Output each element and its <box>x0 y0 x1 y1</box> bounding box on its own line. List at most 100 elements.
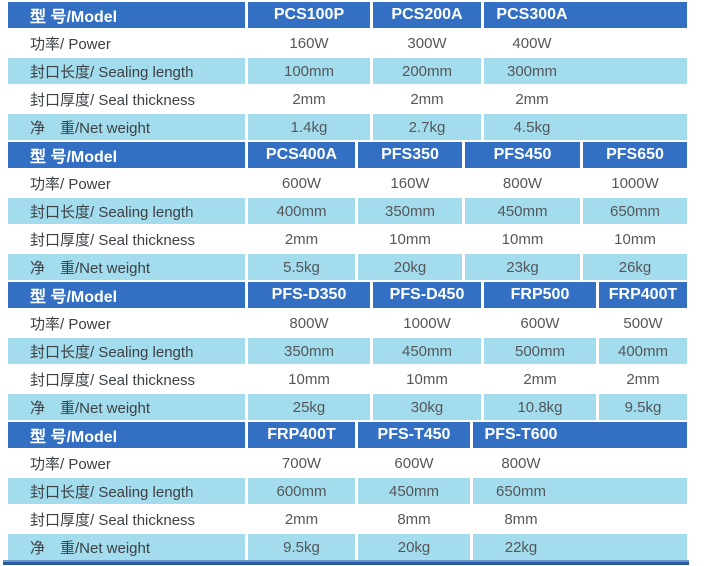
spec-value-cell: 450mm <box>373 338 481 364</box>
spec-label-cell: 封口长度/ Sealing length <box>8 58 245 84</box>
spec-value-cell: 2mm <box>248 226 355 252</box>
spec-value: 23kg <box>506 258 539 276</box>
spec-value-cell: 400mm <box>599 338 687 364</box>
spec-value-cell: 300W <box>373 30 481 56</box>
spec-value: 9.5kg <box>283 538 320 556</box>
spec-label-cell: 封口厚度/ Seal thickness <box>8 366 245 392</box>
spec-value: 450mm <box>497 202 548 220</box>
spec-value-cell: 700W <box>248 450 355 476</box>
table-section: 型 号/Model PCS400A PFS350 PFS450 PFS650 功率/ Po… <box>8 142 687 280</box>
model-name-cell: PFS450 <box>465 142 580 168</box>
spec-value: 600mm <box>276 482 327 500</box>
spec-value: 650mm <box>609 202 661 220</box>
spec-value-cell: 400W <box>484 30 687 56</box>
spec-value: 650mm <box>495 482 547 500</box>
spec-row: 封口厚度/ Seal thickness 2mm 2mm 2mm <box>8 86 687 112</box>
spec-value: 10mm <box>406 370 448 388</box>
model-name-cell: PCS200A <box>373 2 481 28</box>
spec-row: 封口长度/ Sealing length 350mm 450mm 500mm 400mm <box>8 338 687 364</box>
model-name: PFS-T600 <box>484 426 558 443</box>
spec-value: 1000W <box>403 314 451 332</box>
spec-value-cell: 800W <box>465 170 580 196</box>
spec-value: 9.5kg <box>624 398 662 416</box>
spec-value-cell: 10mm <box>465 226 580 252</box>
model-name-cell: PFS-D450 <box>373 282 481 308</box>
model-header-label-cell: 型 号/Model <box>8 422 245 448</box>
spec-label-cell: 净 重/Net weight <box>8 114 245 140</box>
spec-table: 型 号/Model PCS100P PCS200A PCS300A 功率/ Power 1… <box>8 2 687 562</box>
spec-value-cell: 500mm <box>484 338 596 364</box>
spec-value: 2mm <box>515 90 549 108</box>
spec-value-cell: 2.7kg <box>373 114 481 140</box>
model-header-row: 型 号/Model PCS100P PCS200A PCS300A <box>8 2 687 28</box>
spec-label-cell: 功率/ Power <box>8 170 245 196</box>
spec-row: 封口厚度/ Seal thickness 2mm 10mm 10mm 10mm <box>8 226 687 252</box>
spec-label-cell: 封口厚度/ Seal thickness <box>8 506 245 532</box>
spec-value-cell: 350mm <box>358 198 462 224</box>
spec-value: 2mm <box>626 370 660 388</box>
spec-label-cell: 封口长度/ Sealing length <box>8 198 245 224</box>
spec-value: 8mm <box>397 510 431 528</box>
spec-value: 600W <box>281 174 322 192</box>
spec-value-cell: 10mm <box>373 366 481 392</box>
spec-value-cell: 450mm <box>358 478 470 504</box>
spec-value: 10mm <box>614 230 656 248</box>
spec-value-cell: 800W <box>473 450 687 476</box>
spec-label-cell: 封口长度/ Sealing length <box>8 338 245 364</box>
spec-value: 800W <box>501 454 541 472</box>
spec-value-cell: 600W <box>248 170 355 196</box>
spec-label-cell: 封口厚度/ Seal thickness <box>8 86 245 112</box>
spec-label-cell: 功率/ Power <box>8 310 245 336</box>
table-section: 型 号/Model PCS100P PCS200A PCS300A 功率/ Power 1… <box>8 2 687 140</box>
spec-value: 450mm <box>388 482 440 500</box>
spec-value-cell: 10mm <box>248 366 370 392</box>
spec-label-cell: 功率/ Power <box>8 30 245 56</box>
spec-value-cell: 600mm <box>248 478 355 504</box>
spec-value: 300mm <box>506 62 558 80</box>
spec-value: 10mm <box>389 230 431 248</box>
spec-value: 160W <box>289 34 329 52</box>
spec-value-cell: 650mm <box>473 478 687 504</box>
spec-value-cell: 9.5kg <box>248 534 355 560</box>
spec-row: 功率/ Power 700W 600W 800W <box>8 450 687 476</box>
spec-value: 1000W <box>611 174 659 192</box>
spec-row: 净 重/Net weight 1.4kg 2.7kg 4.5kg <box>8 114 687 140</box>
model-name-cell: PCS100P <box>248 2 370 28</box>
spec-value-cell: 2mm <box>248 86 370 112</box>
spec-row: 净 重/Net weight 9.5kg 20kg 22kg <box>8 534 687 560</box>
spec-value: 10mm <box>501 230 544 248</box>
spec-row: 功率/ Power 600W 160W 800W 1000W <box>8 170 687 196</box>
spec-value-cell: 20kg <box>358 534 470 560</box>
spec-value: 25kg <box>292 398 326 416</box>
spec-value-cell: 20kg <box>358 254 462 280</box>
spec-value-cell: 1000W <box>583 170 687 196</box>
model-name-cell: PCS400A <box>248 142 355 168</box>
spec-value-cell: 1.4kg <box>248 114 370 140</box>
model-name-cell: PFS350 <box>358 142 462 168</box>
spec-value-cell: 200mm <box>373 58 481 84</box>
model-name: PFS-D350 <box>271 286 347 303</box>
spec-value: 800W <box>289 314 329 332</box>
footer-accent-bar <box>3 560 689 565</box>
spec-value: 700W <box>281 454 322 472</box>
spec-value-cell: 9.5kg <box>599 394 687 420</box>
model-header-label-cell: 型 号/Model <box>8 282 245 308</box>
model-name: FRP400T <box>608 286 678 303</box>
spec-value: 500W <box>623 314 663 332</box>
spec-row: 封口长度/ Sealing length 400mm 350mm 450mm 650mm <box>8 198 687 224</box>
model-name-cell: FRP500 <box>484 282 596 308</box>
spec-value: 200mm <box>401 62 453 80</box>
model-name: PCS200A <box>391 6 463 23</box>
spec-value: 5.5kg <box>283 258 320 276</box>
table-section: 型 号/Model FRP400T PFS-T450 PFS-T600 功率/ Powe… <box>8 422 687 560</box>
spec-value: 2.7kg <box>408 118 446 136</box>
model-name: PFS650 <box>606 146 664 163</box>
spec-value-cell: 400mm <box>248 198 355 224</box>
spec-value: 26kg <box>618 258 652 276</box>
spec-value-cell: 2mm <box>484 86 687 112</box>
model-name: FRP500 <box>510 286 570 303</box>
spec-value-cell: 5.5kg <box>248 254 355 280</box>
spec-value: 2mm <box>284 510 319 528</box>
spec-value-cell: 800W <box>248 310 370 336</box>
spec-value-cell: 25kg <box>248 394 370 420</box>
